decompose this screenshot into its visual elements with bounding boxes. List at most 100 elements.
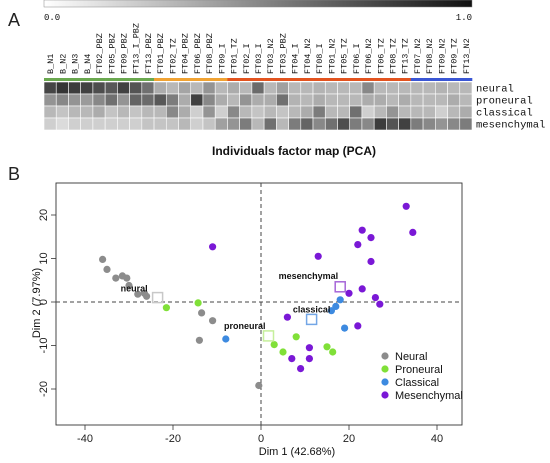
mesenchymal-point <box>358 226 366 234</box>
group-color-strip <box>56 78 69 81</box>
proneural-point <box>329 348 337 356</box>
group-color-strip <box>68 78 81 81</box>
heatmap-cell <box>92 81 106 95</box>
heatmap-cell <box>165 93 179 107</box>
heatmap-cell <box>276 93 289 107</box>
proneural-point <box>270 341 278 349</box>
legend-marker <box>381 365 389 373</box>
mesenchymal-point <box>402 202 410 210</box>
heatmap-column-label: FT06_I <box>352 43 362 74</box>
heatmap-column-label: FT08_PBZ <box>205 33 215 74</box>
group-color-strip <box>105 78 118 81</box>
heatmap-column-label: B_N2 <box>58 54 68 74</box>
heatmap-cell <box>312 81 326 95</box>
heatmap-cell <box>104 93 118 107</box>
mesenchymal-point <box>288 355 296 363</box>
heatmap-cell <box>104 105 118 119</box>
heatmap-cell <box>447 117 461 131</box>
heatmap-cell <box>141 93 155 107</box>
heatmap-cell <box>251 117 265 131</box>
group-color-strip <box>178 78 192 81</box>
heatmap-cell <box>410 105 424 119</box>
heatmap-cell <box>129 105 143 119</box>
x-tick-label: 20 <box>343 433 355 445</box>
mesenchymal-point <box>314 252 322 260</box>
panel-b-label: B <box>8 164 20 184</box>
heatmap-cell <box>43 81 57 95</box>
centroid-neural-label: neural <box>121 284 148 294</box>
classical-point <box>341 324 349 332</box>
heatmap-cell <box>178 105 192 119</box>
heatmap-cell <box>447 81 461 95</box>
heatmap-column-label: FT06_N2 <box>364 38 374 74</box>
heatmap-column-label: FT13_PBZ <box>144 33 154 74</box>
heatmap-cell <box>153 81 167 95</box>
y-tick-label: 10 <box>38 252 50 264</box>
heatmap-cell <box>80 105 94 119</box>
heatmap-cell <box>337 93 351 107</box>
mesenchymal-point <box>297 365 305 373</box>
group-color-strip <box>313 78 326 81</box>
y-axis-label: Dim 2 (7.97%) <box>31 268 43 338</box>
heatmap-cell <box>361 105 375 119</box>
heatmap-cell <box>227 81 240 95</box>
heatmap-cell <box>68 93 81 107</box>
legend-marker <box>381 391 389 399</box>
group-color-strip <box>374 78 387 81</box>
y-tick-label: 20 <box>38 209 50 221</box>
group-color-strip <box>398 78 412 81</box>
neural-point <box>198 309 206 317</box>
heatmap-cell <box>55 105 69 119</box>
heatmap-cell <box>251 93 265 107</box>
mesenchymal-point <box>409 228 417 236</box>
heatmap-cell <box>80 93 94 107</box>
heatmap-cell <box>43 117 57 131</box>
centroid-classical-label: classical <box>293 304 331 314</box>
heatmap-column-label: B_N4 <box>83 54 93 74</box>
heatmap-cell <box>361 93 375 107</box>
heatmap-cell <box>239 81 253 95</box>
heatmap-cell <box>251 105 265 119</box>
heatmap-cell <box>227 117 240 131</box>
heatmap-cell <box>300 117 314 131</box>
heatmap-cell <box>337 81 351 95</box>
mesenchymal-point <box>345 289 353 297</box>
y-tick-label: -10 <box>38 338 50 354</box>
mesenchymal-point <box>367 257 375 266</box>
heatmap-cell <box>422 93 436 107</box>
heatmap-column-label: FT02_PBZ <box>95 33 105 74</box>
heatmap-cell <box>386 93 399 107</box>
group-color-strip <box>300 78 314 81</box>
heatmap-cell <box>165 117 179 131</box>
heatmap-cell <box>251 81 265 95</box>
heatmap-cell <box>398 117 412 131</box>
x-tick-label: -40 <box>77 433 93 445</box>
heatmap-cell <box>435 81 448 95</box>
heatmap-cell <box>300 81 314 95</box>
heatmap-cell <box>288 117 302 131</box>
heatmap-cell <box>386 117 399 131</box>
heatmap-cell <box>92 117 106 131</box>
heatmap-cell <box>312 105 326 119</box>
heatmap-cell <box>312 117 326 131</box>
legend-marker <box>381 352 389 360</box>
heatmap-column-label: FT13_TZ <box>401 38 411 74</box>
heatmap-cell <box>92 105 106 119</box>
classical-point <box>327 307 335 315</box>
heatmap-column-label: FT08_TZ <box>389 38 399 74</box>
heatmap-cell <box>227 105 240 119</box>
neural-point <box>125 281 133 290</box>
heatmap-column-label: FT01_N2 <box>327 38 337 74</box>
heatmap-cell <box>165 105 179 119</box>
heatmap-cell <box>410 81 424 95</box>
group-color-strip <box>117 78 130 81</box>
heatmap-cell <box>129 93 143 107</box>
legend-label: Proneural <box>395 364 443 376</box>
mesenchymal-point <box>354 322 362 330</box>
neural-point <box>112 274 120 282</box>
proneural-point <box>323 343 331 351</box>
heatmap-cell <box>202 117 216 131</box>
group-color-strip <box>386 78 399 81</box>
pca-scatter-plot: -40 -20 0 20 40 -20 -10 0 10 20 neural proneural cla… <box>38 182 463 445</box>
